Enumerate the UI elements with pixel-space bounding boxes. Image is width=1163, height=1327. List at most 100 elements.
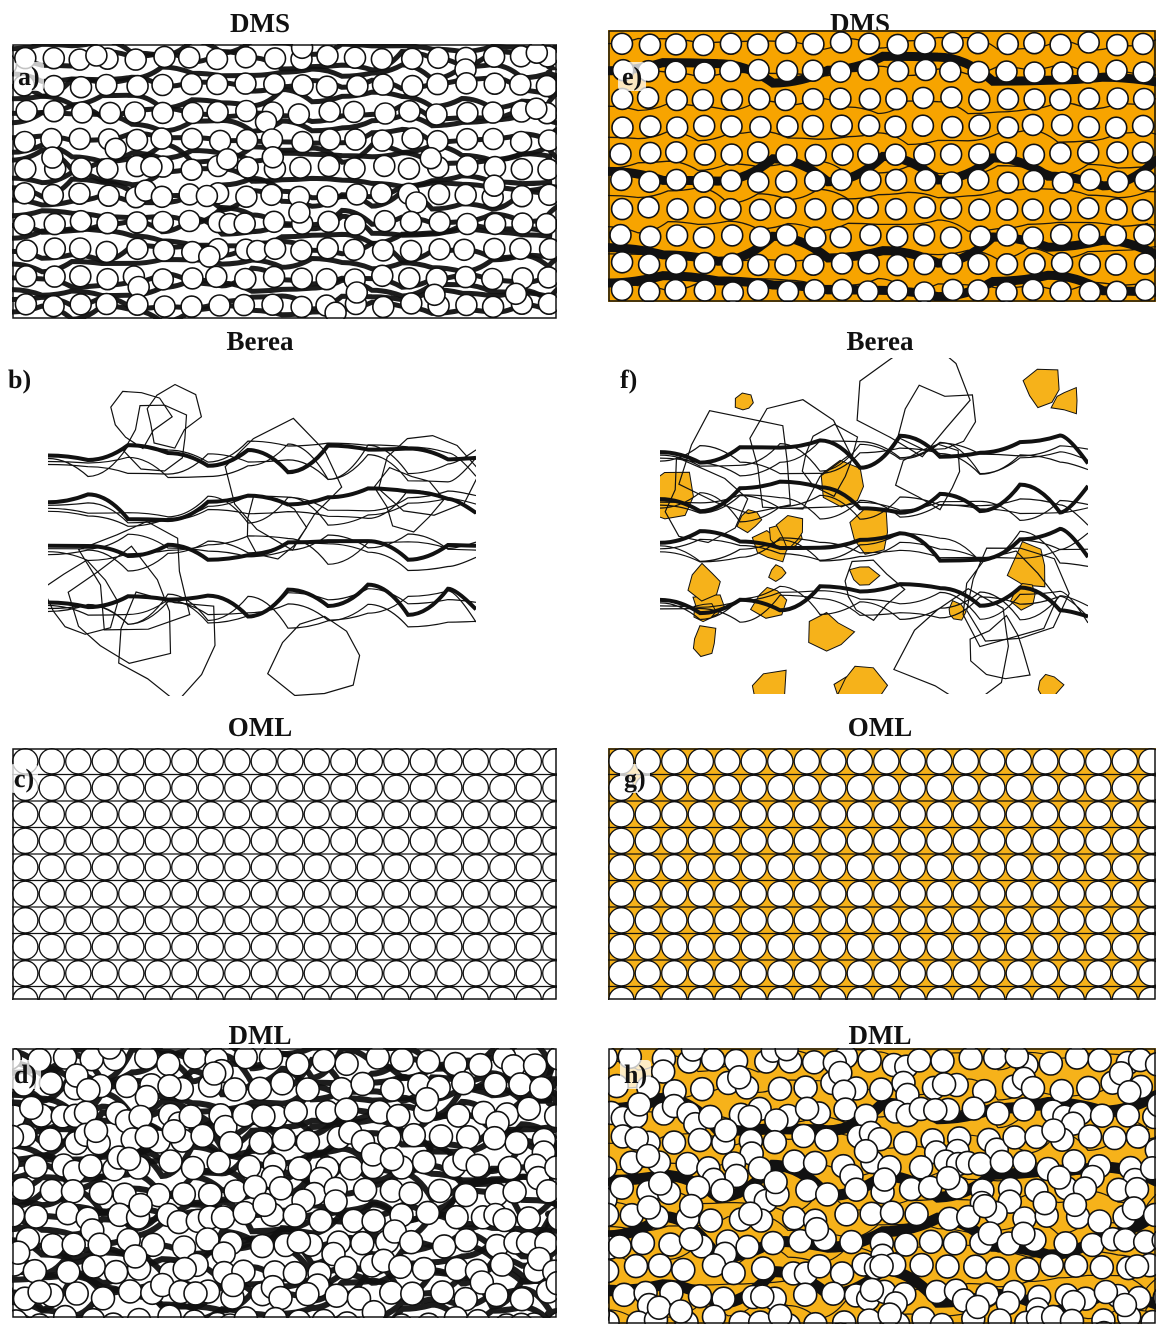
grain [537,129,557,152]
grain [399,1281,425,1306]
grain [427,182,451,206]
grain [635,1143,661,1169]
grain [153,295,176,318]
grain [793,801,821,828]
streamline [660,526,1088,563]
grain [144,907,172,934]
grain [140,1232,166,1258]
oil-ganglion [692,625,717,658]
grain [1021,198,1045,221]
grain [830,114,853,137]
grain [409,960,437,987]
grain [144,827,172,855]
grain-outline [224,417,343,552]
grain [767,933,794,961]
grain [151,73,174,97]
grain [350,1071,375,1097]
grain [687,986,715,1000]
grain [1005,801,1033,828]
grain [1076,61,1100,84]
grain [661,1130,687,1155]
grain [966,279,990,302]
grain [1005,774,1033,802]
grain [1049,197,1072,221]
grain [1032,774,1059,802]
grain [1076,197,1100,220]
grain [91,986,119,1000]
grain [918,1229,944,1255]
grain [346,74,369,98]
grain [857,1048,882,1073]
grain [456,101,479,125]
grain [234,267,257,291]
grain [250,960,278,987]
grain [1005,880,1033,908]
grain [1146,1093,1156,1118]
streamline [660,494,1088,522]
grains [12,1048,557,1318]
grain [1032,1190,1058,1216]
grain [820,827,847,855]
grain [746,33,770,56]
grain [95,240,118,264]
grain [197,880,225,908]
grain [774,88,797,112]
grain [1085,907,1112,934]
grain [833,1097,858,1122]
grain [290,239,313,262]
grain [829,60,852,84]
grain [720,88,744,112]
grain [1005,907,1033,934]
grain [180,127,204,151]
grain [967,1151,993,1177]
grain [409,880,437,908]
grain [650,1059,676,1084]
grain [922,1097,948,1123]
grain [69,209,93,233]
grain [277,774,304,802]
grain [829,31,853,54]
grain [124,48,147,71]
grain [38,933,66,961]
grain [288,201,311,224]
grain [222,1077,248,1102]
grain [803,169,827,192]
grain [492,1207,517,1233]
grain [1089,1255,1115,1280]
grain [436,960,463,987]
grain [383,827,410,855]
grain [746,278,770,302]
grain [749,225,772,249]
grain [431,1234,457,1259]
grain [65,774,92,802]
grain [114,1073,140,1099]
grain [634,801,662,828]
grain [104,137,127,161]
grain [802,253,825,276]
grain [1111,801,1139,828]
grain [1021,226,1045,249]
grain [1077,1124,1103,1149]
grain [1020,1075,1046,1101]
grain [261,293,284,317]
panel-a-title: DMS [230,8,290,38]
grain [206,100,229,124]
grain [899,801,927,828]
grain [482,237,506,261]
grain [795,1177,820,1203]
grain [118,854,145,881]
grain [623,1253,649,1279]
grain [118,774,145,802]
grain [454,265,477,289]
grain [330,801,357,828]
grain [856,1308,882,1324]
grain [885,87,908,111]
grain [250,907,278,934]
grain [144,880,172,908]
grain [38,880,66,908]
grain [400,47,424,71]
grain [647,1253,673,1278]
grain [361,1208,386,1234]
grain [996,171,1020,194]
grain [537,183,557,207]
